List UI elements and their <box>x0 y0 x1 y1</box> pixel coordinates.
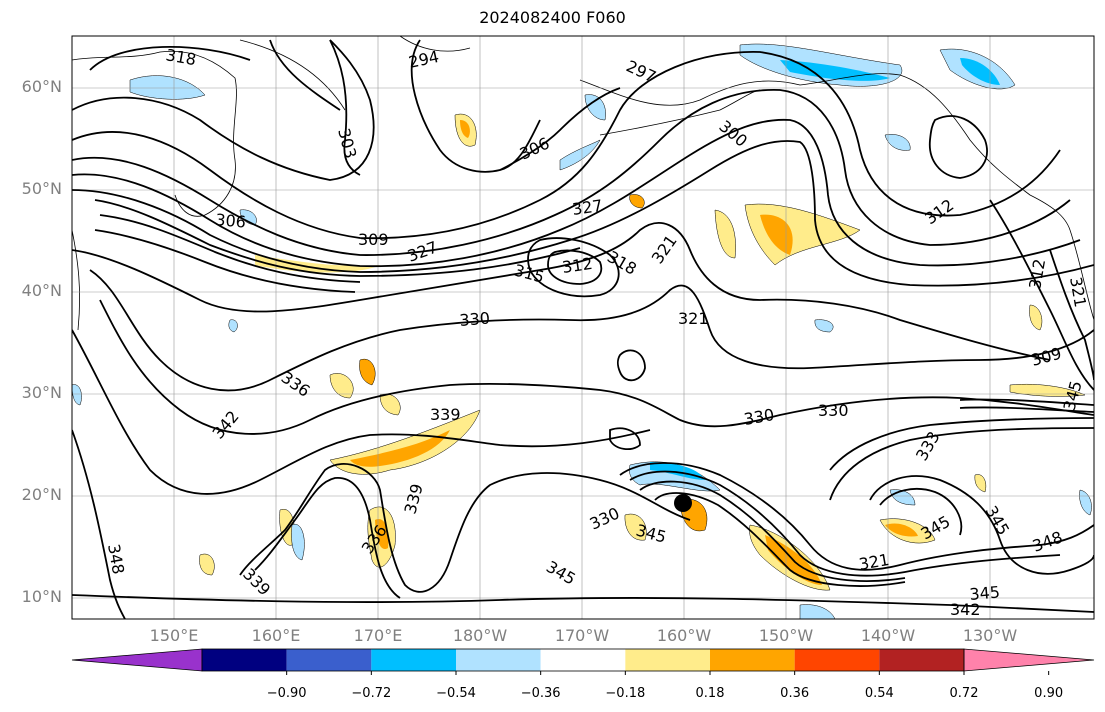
contour-label: 342 <box>950 600 981 619</box>
colorbar-tick-label: 0.90 <box>1034 686 1064 701</box>
lon-label: 140°W <box>860 626 916 645</box>
contour-label: 345 <box>969 582 1001 604</box>
colorbar-tick-label: −0.90 <box>266 686 307 701</box>
lat-label: 40°N <box>21 281 62 300</box>
contour-label: 339 <box>430 405 461 424</box>
lat-label: 20°N <box>21 485 62 504</box>
colorbar-tick-label: 0.36 <box>780 686 810 701</box>
colorbar-tick-label: −0.36 <box>520 686 561 701</box>
contour-label: 312 <box>561 254 594 277</box>
colorbar-tick-label: 0.72 <box>949 686 979 701</box>
lon-label: 180°W <box>452 626 508 645</box>
storm-marker <box>674 494 692 512</box>
map-title: 2024082400 F060 <box>479 8 626 27</box>
lat-label: 10°N <box>21 587 62 606</box>
lat-label: 60°N <box>21 77 62 96</box>
lon-label: 150°W <box>758 626 814 645</box>
contour-label: 306 <box>215 210 247 232</box>
colorbar-tick-label: 0.54 <box>864 686 894 701</box>
gridlines <box>72 36 1094 619</box>
lon-label: 160°W <box>656 626 712 645</box>
contour-label: 327 <box>571 196 604 219</box>
lon-label: 170°E <box>353 626 403 645</box>
lon-label: 160°E <box>251 626 301 645</box>
lon-label: 170°W <box>554 626 610 645</box>
colorbar-tick-label: 0.18 <box>695 686 725 701</box>
contour-label: 330 <box>459 308 491 330</box>
lon-label: 150°E <box>149 626 199 645</box>
contour-label: 309 <box>358 230 389 249</box>
lat-label: 50°N <box>21 179 62 198</box>
colorbar-tick-label: −0.54 <box>436 686 476 701</box>
lon-label: 130°W <box>962 626 1018 645</box>
contour-label: 321 <box>678 309 709 328</box>
colorbar-tick-label: −0.18 <box>605 686 646 701</box>
lat-label: 30°N <box>21 383 62 402</box>
contour-label: 330 <box>818 401 849 420</box>
colorbar-tick-label: −0.72 <box>351 686 392 701</box>
contour-lines <box>72 39 1094 619</box>
